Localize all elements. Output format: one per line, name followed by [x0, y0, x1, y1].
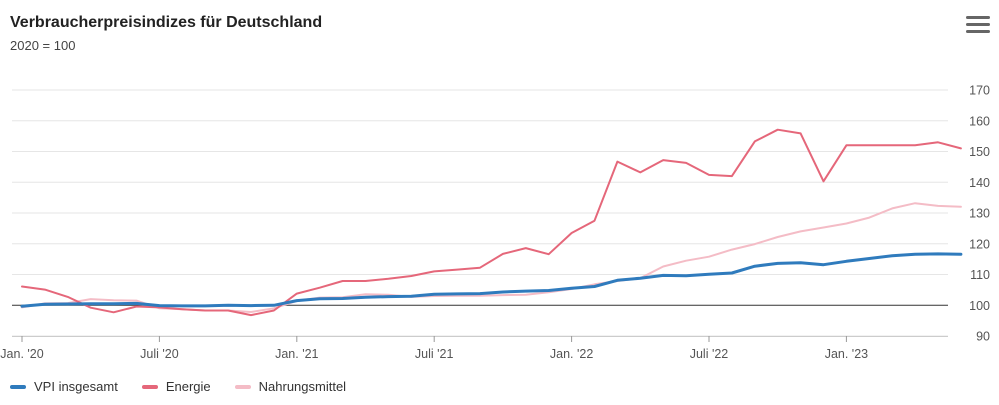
x-tick-label: Juli '20	[140, 347, 179, 361]
legend-item[interactable]: VPI insgesamt	[10, 379, 118, 394]
legend-swatch	[141, 384, 158, 389]
legend-label: Energie	[165, 379, 211, 394]
x-axis-ticks: Jan. '20 Juli '20 Jan. '21 Juli '21 Jan. '22…	[0, 336, 868, 361]
baseline-100	[12, 304, 948, 337]
legend-item[interactable]: Energie	[141, 379, 211, 394]
x-tick-label: Jan. '22	[550, 347, 593, 361]
chart-series	[20, 128, 963, 317]
x-tick-label: Jan. '23	[825, 347, 868, 361]
x-tick-label: Jan. '21	[275, 347, 318, 361]
x-tick-label: Jan. '20	[0, 347, 43, 361]
x-tick-label: Juli '21	[415, 347, 454, 361]
series-line-nahrungsmittel[interactable]	[21, 202, 962, 313]
y-tick-label: 170	[969, 84, 990, 98]
legend-swatch	[234, 384, 251, 389]
y-tick-label: 100	[969, 299, 990, 313]
y-tick-label: 90	[976, 330, 990, 344]
legend-swatch	[10, 384, 26, 389]
legend-label: VPI insgesamt	[34, 379, 118, 394]
legend-item[interactable]: Nahrungsmittel	[234, 379, 347, 394]
series-line-vpi-insgesamt[interactable]	[20, 252, 963, 308]
legend-label: Nahrungsmittel	[258, 379, 347, 394]
hamburger-menu-icon[interactable]	[966, 16, 990, 38]
y-tick-label: 140	[969, 176, 990, 190]
x-tick-label: Juli '22	[690, 347, 729, 361]
y-tick-label: 110	[970, 268, 990, 282]
y-tick-label: 130	[969, 207, 990, 221]
grid-lines	[12, 89, 948, 337]
chart-subtitle: 2020 = 100	[10, 38, 76, 53]
chart-title: Verbraucherpreisindizes für Deutschland	[10, 14, 323, 31]
chart-legend: VPI insgesamt Energie Nahrungsmittel	[10, 379, 346, 394]
y-tick-label: 120	[969, 237, 990, 251]
series-line-energie[interactable]	[21, 128, 962, 317]
y-axis-ticks: 90 100 110 120 130 140 150 160 170	[969, 84, 990, 344]
y-tick-label: 160	[969, 114, 990, 128]
y-tick-label: 150	[969, 145, 990, 159]
